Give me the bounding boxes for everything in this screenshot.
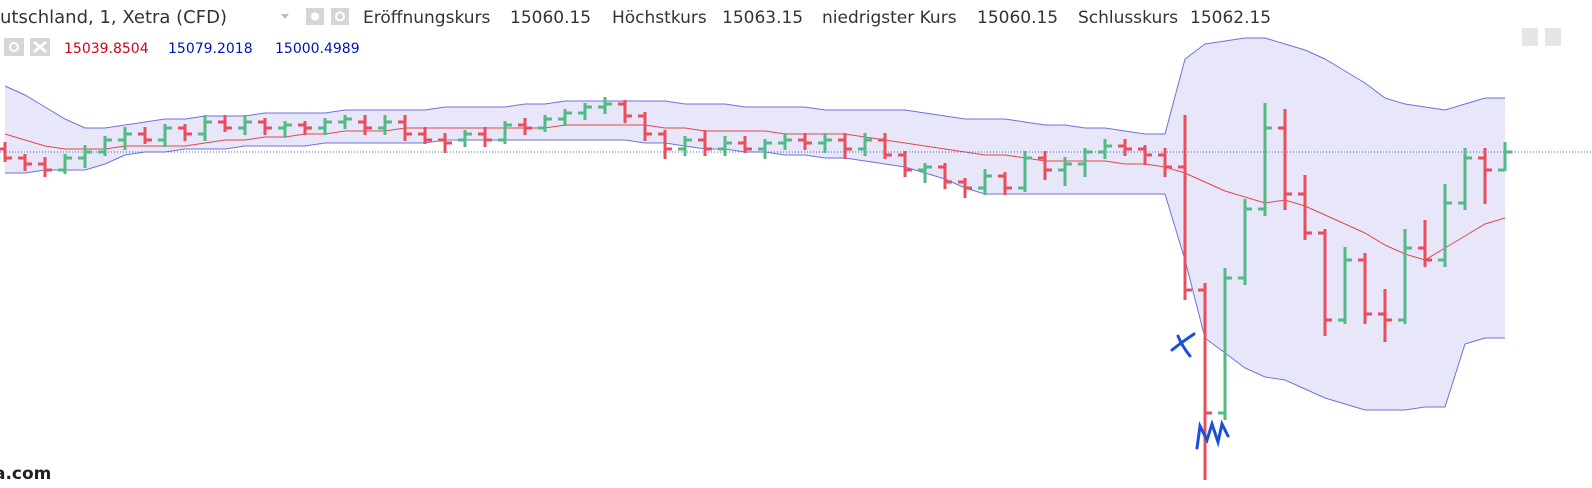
band-upper (4, 37, 1505, 135)
field-value: 15062.15 (1190, 8, 1271, 28)
eye-icon-dot (311, 12, 319, 21)
field-label: Eröffnungskurs (363, 8, 491, 28)
indicator-value: 15079.2018 (168, 41, 253, 57)
field-value: 15060.15 (977, 8, 1058, 28)
field-label: Schlusskurs (1078, 8, 1178, 28)
field-value: 15060.15 (510, 8, 591, 28)
settings-icon[interactable] (331, 8, 349, 25)
field-value: 15063.15 (722, 8, 803, 28)
band-lower (5, 139, 1505, 411)
indicator-value: 15000.4989 (275, 41, 360, 57)
pane-button[interactable] (1545, 28, 1561, 46)
field-label: Höchstkurs (612, 8, 707, 28)
indicator-remove-cross (33, 41, 47, 53)
watermark: a.com (0, 464, 51, 484)
plot-area (0, 37, 1592, 480)
drawing-m (1195, 419, 1230, 450)
field-label: niedrigster Kurs (822, 8, 957, 28)
drawings (1170, 332, 1230, 450)
settings-icon-ring (335, 11, 345, 22)
indicator-value: 15039.8504 (64, 41, 149, 57)
indicator-settings-icon[interactable] (4, 38, 24, 56)
symbol-title: utschland, 1, Xetra (CFD) (0, 7, 227, 28)
header: Eröffnungskurs 15060.15 Höchstkurs 15063.15… (64, 8, 1271, 57)
pane-button[interactable] (1522, 28, 1538, 46)
indicator-settings-ring (9, 42, 19, 52)
dropdown-arrow[interactable] (281, 14, 289, 19)
band-middle (4, 124, 1506, 261)
band-fill (5, 38, 1505, 410)
drawing-x (1170, 332, 1196, 358)
